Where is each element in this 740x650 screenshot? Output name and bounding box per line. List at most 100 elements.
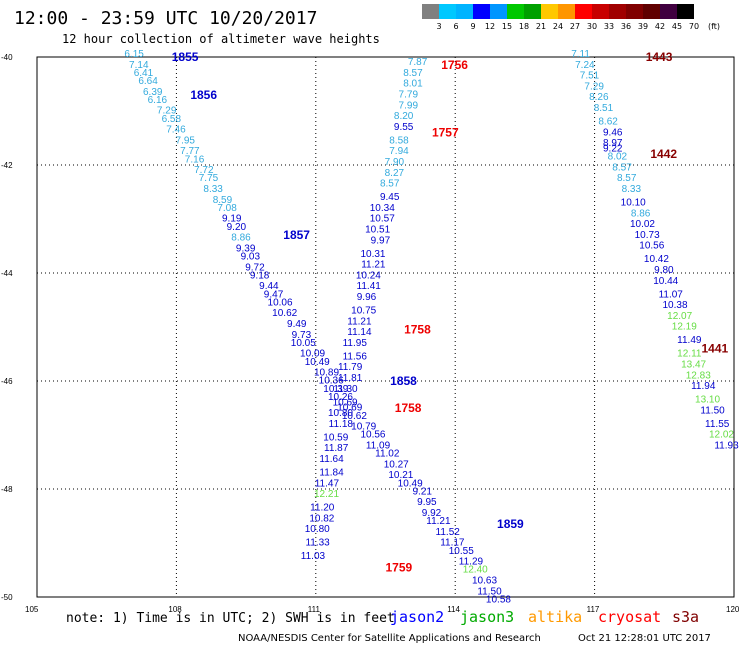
legend-unit: (ft)	[708, 22, 721, 31]
x-tick-label: 120	[726, 605, 740, 614]
swh-label: 7.77	[180, 146, 200, 157]
swh-label: 7.24	[575, 60, 595, 71]
legend-swatch	[626, 4, 643, 19]
satellite-altika: altika	[528, 608, 583, 626]
swh-label: 10.38	[663, 300, 688, 311]
satellite-cryosat: cryosat	[598, 608, 662, 626]
swh-label: 11.79	[338, 362, 363, 373]
legend-tick-label: 33	[603, 22, 615, 31]
legend-tick-label: 36	[620, 22, 632, 31]
swh-label: 11.29	[459, 557, 484, 568]
swh-label: 9.47	[264, 289, 284, 300]
legend-tick-label: 3	[436, 22, 442, 31]
swh-label: 8.51	[594, 103, 614, 114]
swh-label: 9.03	[241, 252, 261, 263]
swh-label: 9.20	[227, 222, 247, 233]
swh-label: 7.08	[217, 203, 237, 214]
swh-label: 10.82	[309, 513, 334, 524]
swh-label: 11.87	[324, 443, 349, 454]
pass-time-label: 1442	[650, 147, 677, 161]
pass-time-label: 1858	[390, 374, 417, 388]
swh-label: 7.14	[129, 60, 149, 71]
swh-label: 11.14	[347, 327, 372, 338]
pass-time-label: 1443	[646, 50, 673, 64]
y-tick-label: -46	[1, 377, 13, 386]
swh-label: 10.89	[314, 368, 339, 379]
swh-label: 10.51	[365, 225, 390, 236]
pass-time-label: 1756	[441, 58, 468, 72]
swh-label: 11.49	[677, 335, 702, 346]
swh-label: 11.84	[319, 468, 344, 479]
pass-time-label: 1758	[395, 401, 422, 415]
pass-time-label: 1856	[190, 88, 217, 102]
legend-swatch	[609, 4, 626, 19]
swh-label: 11.41	[357, 281, 382, 292]
legend-tick-label: 15	[501, 22, 513, 31]
swh-label: 10.26	[328, 392, 353, 403]
swh-label: 11.18	[329, 419, 354, 430]
swh-label: 10.06	[268, 297, 293, 308]
swh-label: 10.49	[305, 357, 330, 368]
swh-label: 8.20	[394, 111, 414, 122]
swh-label: 8.97	[603, 138, 623, 149]
footer-note: note: 1) Time is in UTC; 2) SWH is in fe…	[66, 611, 395, 626]
legend-tick-label: 27	[569, 22, 581, 31]
swh-label: 10.62	[272, 308, 297, 319]
x-tick-label: 111	[308, 605, 321, 614]
swh-label: 9.95	[417, 497, 437, 508]
swh-label: 8.57	[617, 173, 637, 184]
swh-label: 8.26	[589, 92, 609, 103]
swh-label: 11.64	[319, 454, 344, 465]
swh-label: 9.44	[259, 281, 279, 292]
swh-label: 11.03	[301, 551, 326, 562]
swh-label: 10.80	[328, 408, 353, 419]
x-tick-label: 108	[168, 605, 182, 614]
swh-label: 8.01	[403, 79, 423, 90]
legend-swatch	[677, 4, 694, 19]
pass-time-label: 1441	[701, 342, 728, 356]
y-tick-label: -48	[1, 485, 13, 494]
swh-label: 10.73	[635, 230, 660, 241]
swh-label: 13.47	[681, 360, 706, 371]
swh-label: 11.94	[691, 381, 716, 392]
chart-title: 12:00 - 23:59 UTC 10/20/2017	[14, 8, 318, 29]
swh-label: 6.58	[162, 114, 182, 125]
legend-swatch	[473, 4, 490, 19]
swh-label: 10.27	[384, 459, 409, 470]
swh-label: 6.39	[143, 87, 163, 98]
swh-label: 11.21	[361, 260, 386, 271]
legend-tick-label: 45	[671, 22, 683, 31]
swh-label: 10.79	[351, 422, 376, 433]
swh-label: 11.81	[338, 373, 363, 384]
swh-label: 9.46	[603, 127, 623, 138]
generation-timestamp: Oct 21 12:28:01 UTC 2017	[578, 633, 711, 644]
swh-label: 9.18	[250, 270, 270, 281]
swh-label: 10.75	[351, 306, 376, 317]
y-tick-label: -40	[1, 53, 13, 62]
swh-label: 7.46	[166, 125, 186, 136]
swh-label: 11.50	[477, 586, 502, 597]
swh-label: 9.80	[654, 265, 674, 276]
swh-label: 7.95	[176, 135, 196, 146]
swh-label: 7.94	[389, 146, 409, 157]
swh-label: 10.69	[337, 403, 362, 414]
swh-label: 9.96	[357, 292, 377, 303]
swh-label: 10.21	[388, 470, 413, 481]
x-tick-label: 114	[447, 605, 460, 614]
swh-label: 10.59	[323, 432, 348, 443]
legend-swatch	[422, 4, 439, 19]
legend-tick-label: 21	[535, 22, 547, 31]
swh-label: 8.57	[612, 162, 632, 173]
legend-tick-label: 42	[654, 22, 666, 31]
swh-label: 7.87	[408, 57, 428, 68]
swh-label: 10.10	[621, 198, 646, 209]
legend-swatch	[439, 4, 456, 19]
satellite-jason2: jason2	[390, 608, 445, 626]
plot-frame	[36, 56, 735, 598]
swh-label: 10.02	[630, 219, 655, 230]
swh-label: 9.19	[222, 214, 242, 225]
swh-label: 10.58	[486, 594, 511, 605]
swh-label: 10.39	[323, 384, 348, 395]
credit-line: NOAA/NESDIS Center for Satellite Applica…	[238, 633, 541, 644]
